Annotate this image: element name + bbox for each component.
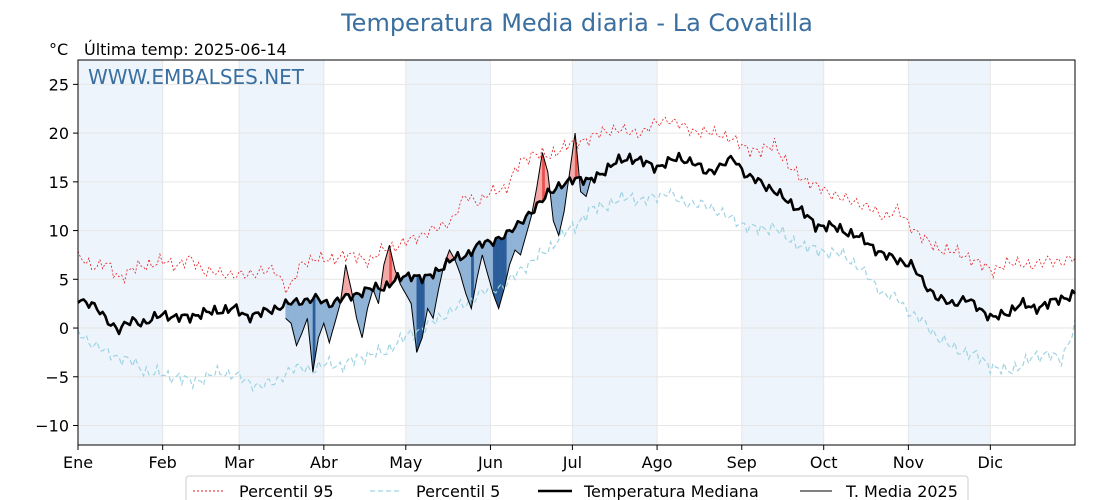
anomaly-fill-segment xyxy=(288,303,292,324)
x-tick-label: Ago xyxy=(642,453,673,472)
y-tick-label: 0 xyxy=(59,319,69,338)
last-temp-label: Última temp: 2025-06-14 xyxy=(84,40,287,59)
x-tick-label: Oct xyxy=(810,453,838,472)
x-tick-label: Feb xyxy=(149,453,177,472)
y-tick-label: 15 xyxy=(49,173,69,192)
y-tick-label: −10 xyxy=(35,417,69,436)
anomaly-fill-segment xyxy=(419,275,423,346)
anomaly-fill-segment xyxy=(430,273,434,320)
y-tick-label: −5 xyxy=(45,368,69,387)
unit-label: °C xyxy=(49,40,68,59)
x-tick-label: Ene xyxy=(63,453,93,472)
series-lines xyxy=(77,116,1077,393)
y-tick-label: 20 xyxy=(49,124,69,143)
plot-frame xyxy=(77,59,1076,446)
anomaly-fill-segment xyxy=(517,220,521,256)
x-tick-label: Nov xyxy=(893,453,924,472)
month-band xyxy=(78,60,163,445)
legend-frame xyxy=(185,475,969,500)
x-tick-label: May xyxy=(389,453,422,472)
series-line-current-year xyxy=(285,133,592,372)
legend-label-current: T. Media 2025 xyxy=(845,482,958,500)
y-tick-label: 25 xyxy=(49,75,69,94)
x-tick-label: Jul xyxy=(562,453,582,472)
legend-label-p5: Percentil 5 xyxy=(416,482,500,500)
legend-label-p95: Percentil 95 xyxy=(239,482,334,500)
anomaly-fill-segment xyxy=(416,275,420,353)
x-axis-ticks: Ene Feb Mar Abr May Jun Jul Ago Sep Oct Nov Dic xyxy=(63,445,1003,472)
anomaly-fill-segment xyxy=(498,236,502,309)
watermark: WWW.EMBALSES.NET xyxy=(88,65,305,89)
series-line-median xyxy=(77,151,1077,336)
series-line-p5 xyxy=(77,187,1076,393)
chart-title: Temperatura Media diaria - La Covatilla xyxy=(340,9,813,37)
anomaly-fill-segment xyxy=(427,274,431,315)
x-tick-label: Abr xyxy=(310,453,338,472)
anomaly-fill-segment xyxy=(468,250,472,309)
x-tick-label: Jun xyxy=(477,453,503,472)
legend: Percentil 95 Percentil 5 Temperatura Med… xyxy=(185,475,969,500)
month-band xyxy=(741,60,824,445)
x-tick-label: Mar xyxy=(224,453,255,472)
month-band xyxy=(572,60,658,445)
y-tick-label: 10 xyxy=(49,222,69,241)
x-tick-label: Sep xyxy=(727,453,757,472)
x-tick-label: Dic xyxy=(978,453,1004,472)
alternating-month-bands xyxy=(78,60,991,445)
y-tick-label: 5 xyxy=(59,270,69,289)
anomaly-fill-segment xyxy=(495,236,499,309)
legend-label-median: Temperatura Mediana xyxy=(583,482,759,500)
y-axis-ticks: −10 −5 0 5 10 15 20 25 xyxy=(35,75,78,436)
